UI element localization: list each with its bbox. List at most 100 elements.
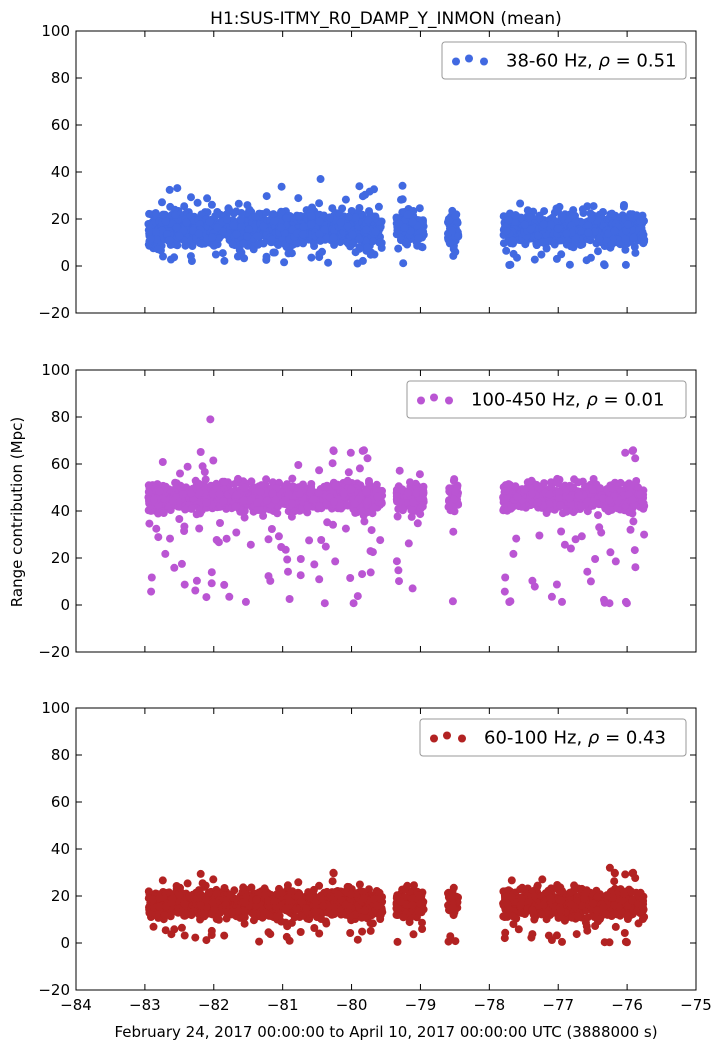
data-point [216,519,224,527]
data-point [362,225,371,234]
data-point [328,877,337,886]
data-point [247,477,256,486]
data-point [513,493,522,501]
data-point [377,499,386,508]
data-point [270,217,279,226]
data-point [209,490,218,498]
data-point [232,230,241,239]
data-point [223,215,231,224]
data-point [363,243,372,252]
data-point [395,466,404,475]
data-point [450,475,459,484]
data-point [586,577,595,586]
data-point [552,478,561,487]
data-point [408,584,417,593]
data-point [159,210,168,219]
data-point [329,869,338,878]
data-point [583,507,592,516]
data-point [355,244,364,253]
data-point [169,496,178,505]
data-point [228,240,237,249]
data-point [240,513,249,522]
legend-marker [480,57,488,66]
data-point [554,494,563,503]
data-point [165,236,174,245]
data-point [222,534,231,543]
data-point [263,496,272,505]
data-point [207,200,216,209]
data-point [630,546,639,555]
data-point [328,204,337,213]
data-point [237,248,246,257]
data-point [533,498,542,507]
data-point [282,214,291,222]
data-point [192,576,201,585]
data-point [294,878,303,887]
data-point [397,195,405,204]
data-point [176,469,184,478]
data-point [196,448,205,456]
data-point [369,237,377,246]
data-point [501,487,510,495]
data-point [288,499,297,508]
data-point [626,525,635,534]
y-tick-label: 0 [60,596,70,614]
data-point [449,527,458,536]
data-point [159,252,167,261]
legend-label: 38-60 Hz, ρ = 0.51 [506,51,677,72]
data-point [569,243,578,252]
y-tick-label: 100 [41,361,70,379]
data-point [158,198,166,207]
data-point [192,510,201,519]
data-point [349,239,358,248]
data-point [211,212,220,221]
data-point [341,524,350,533]
data-point [399,259,408,268]
data-point [283,555,292,564]
data-point [534,231,543,240]
data-point [187,489,196,498]
data-point [287,249,296,258]
data-point [445,239,454,248]
data-point [203,194,212,203]
data-point [629,517,638,526]
data-point [638,232,647,241]
data-point [298,230,307,239]
data-point [502,246,511,255]
data-point [365,885,373,894]
data-point [154,533,163,542]
data-point [533,482,542,491]
data-point [340,489,348,498]
data-point [590,227,599,236]
data-point [398,181,407,190]
data-point [215,490,224,498]
data-point [631,454,640,463]
data-point [161,482,170,491]
data-point [418,243,427,252]
data-point [525,213,534,222]
data-point [277,543,286,551]
data-point [253,232,262,241]
data-point [556,501,565,510]
data-point [186,252,195,261]
data-point [147,587,156,596]
data-point [504,480,513,489]
data-point [220,931,229,940]
data-point [316,175,325,184]
data-point [506,260,515,269]
data-point [310,560,319,569]
data-point [393,512,402,521]
data-point [605,496,614,505]
data-point [329,447,338,456]
data-point [611,557,620,566]
data-point [358,192,367,201]
data-point [244,225,253,234]
data-point [450,495,459,504]
data-point [419,489,428,497]
data-point [343,500,352,509]
data-point [259,222,268,231]
data-point [211,250,220,259]
data-point [315,253,324,262]
data-point [353,935,362,944]
